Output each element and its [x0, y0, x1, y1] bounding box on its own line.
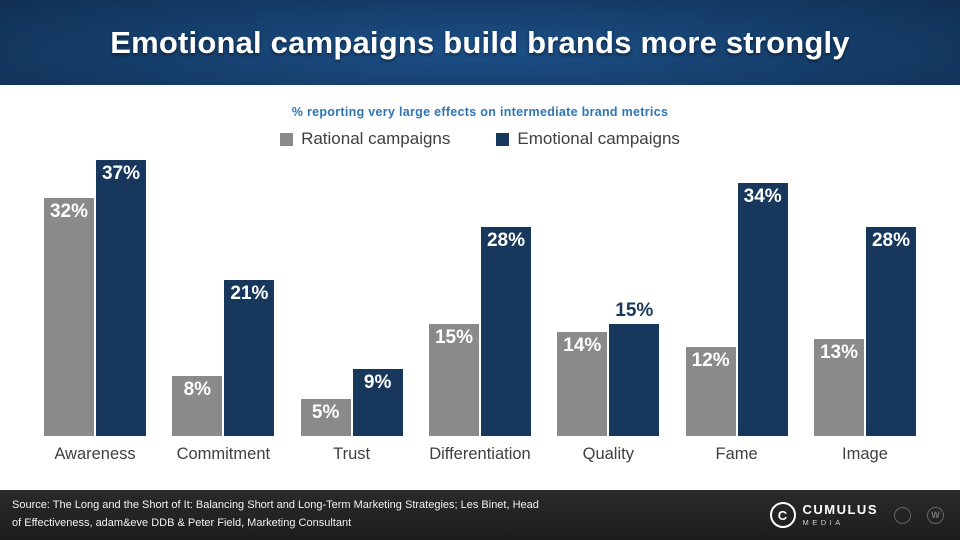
bar-pair: 32% 37%: [38, 153, 152, 436]
legend-item: Emotional campaigns: [496, 129, 680, 149]
category-label: Commitment: [176, 445, 271, 463]
bar-pair: 13% 28%: [808, 153, 922, 436]
slide-header: Emotional campaigns build brands more st…: [0, 0, 960, 85]
bar-emotional-trust: 9%: [352, 369, 403, 436]
w-circle-icon: W: [927, 506, 944, 524]
legend-swatch-icon: [280, 132, 294, 146]
category-label: Differentiation: [429, 445, 531, 463]
bar-emotional-fame: 34%: [737, 183, 788, 436]
bar-value-label: 15%: [434, 327, 473, 348]
bar-emotional-image: 28%: [865, 227, 916, 436]
cumulus-logo-text: CUMULUS MEDIA: [803, 503, 879, 527]
bar-group: 14% 15% Quality: [551, 153, 665, 464]
bar-rational-trust: 5%: [300, 399, 351, 436]
bar-group: 12% 34% Fame: [680, 153, 794, 464]
bar-value-label: 13%: [819, 342, 858, 363]
source-line-2: of Effectiveness, adam&eve DDB & Peter F…: [12, 517, 352, 529]
chart-subtitle: % reporting very large effects on interm…: [291, 105, 669, 119]
bar-value-label: 5%: [311, 402, 340, 423]
bar-rational-awareness: 32%: [44, 198, 94, 436]
bar-pair: 15% 28%: [423, 153, 537, 436]
bar-emotional-commitment: 21%: [224, 280, 275, 436]
bar-emotional-quality: 15%: [609, 300, 660, 436]
legend-label: Emotional campaigns: [517, 129, 680, 148]
page-title: Emotional campaigns build brands more st…: [110, 24, 850, 60]
bar-value-label: 37%: [101, 163, 141, 184]
bar-value-label: 28%: [486, 230, 525, 251]
category-label: Quality: [582, 445, 634, 463]
bar-group: 13% 28% Image: [808, 153, 922, 464]
bar-value-label: 34%: [743, 186, 782, 207]
bar-pair: 5% 9%: [295, 153, 409, 436]
category-label: Awareness: [54, 445, 136, 463]
category-label: Trust: [333, 445, 371, 463]
legend-swatch-icon: [496, 132, 510, 146]
bar-group: 32% 37% Awareness: [38, 153, 152, 464]
chart: 32% 37% Awareness 8% 21% Commitment 5% 9% Trust 1…: [0, 153, 960, 464]
bar-value-label: 9%: [363, 372, 392, 393]
source-line-1: Source: The Long and the Short of It: Ba…: [12, 499, 539, 512]
compass-ring-icon: [894, 506, 911, 524]
bar-emotional-awareness: 37%: [96, 160, 146, 436]
cumulus-media-logo: C CUMULUS MEDIA: [769, 502, 879, 528]
legend-label: Rational campaigns: [301, 129, 451, 148]
bar-rational-fame: 12%: [685, 347, 736, 436]
bar-value-label: 28%: [871, 230, 910, 251]
bar-value-label: 12%: [691, 350, 730, 371]
bar-group: 15% 28% Differentiation: [423, 153, 537, 464]
bar-value-label: 14%: [563, 335, 602, 356]
bar-value-label: 21%: [230, 283, 269, 304]
bar-pair: 14% 15%: [551, 153, 665, 436]
cumulus-sub: MEDIA: [802, 518, 844, 528]
legend: Rational campaigns Emotional campaigns: [0, 129, 960, 149]
bar-group: 5% 9% Trust: [295, 153, 409, 464]
category-label: Fame: [715, 445, 758, 463]
bar-emotional-differentiation: 28%: [480, 227, 531, 436]
bar-value-label: 32%: [49, 201, 89, 222]
footer-logos: C CUMULUS MEDIA W: [769, 502, 960, 528]
slide-footer: Source: The Long and the Short of It: Ba…: [0, 490, 960, 540]
cumulus-c-ring-icon: C: [769, 502, 796, 528]
bar-pair: 12% 34%: [680, 153, 794, 436]
bar-rational-image: 13%: [813, 339, 864, 436]
cumulus-name: CUMULUS: [802, 502, 878, 518]
bar-rational-differentiation: 15%: [428, 324, 479, 436]
legend-item: Rational campaigns: [280, 129, 450, 149]
bar-pair: 8% 21%: [166, 153, 280, 436]
bar-value-label: 8%: [183, 379, 212, 400]
source-note: Source: The Long and the Short of It: Ba…: [0, 497, 770, 532]
bar-value-label: 15%: [615, 300, 654, 321]
category-label: Image: [842, 445, 888, 463]
bar-rational-commitment: 8%: [172, 376, 223, 436]
bar-rational-quality: 14%: [557, 332, 608, 436]
bar-group: 8% 21% Commitment: [166, 153, 280, 464]
